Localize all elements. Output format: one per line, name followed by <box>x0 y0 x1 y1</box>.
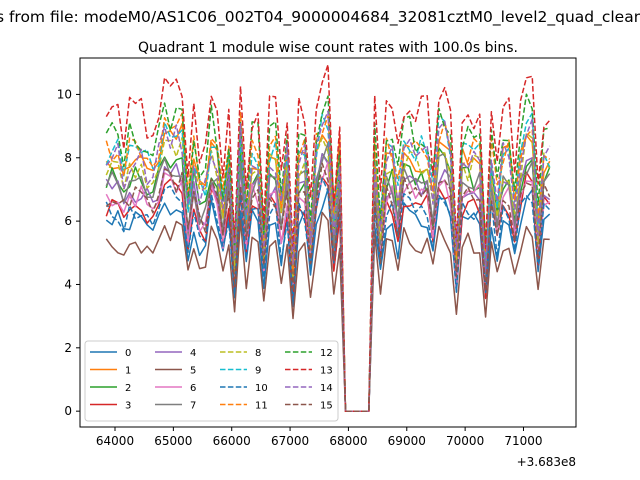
x-tick-label: 71000 <box>504 434 542 448</box>
legend-label-12: 12 <box>320 348 333 359</box>
series-line-10 <box>105 177 551 412</box>
chart-title: Quadrant 1 module wise count rates with … <box>138 40 518 56</box>
series-line-15 <box>105 162 551 412</box>
x-tick-label: 69000 <box>388 434 426 448</box>
series-line-14 <box>105 110 551 412</box>
x-tick-label: 70000 <box>446 434 484 448</box>
legend-label-7: 7 <box>190 401 196 412</box>
series-line-7 <box>105 142 551 412</box>
legend-label-13: 13 <box>320 366 333 377</box>
legend-label-9: 9 <box>255 366 261 377</box>
x-tick-label: 67000 <box>271 434 309 448</box>
y-tick-label: 8 <box>64 151 72 165</box>
legend-label-15: 15 <box>320 401 333 412</box>
x-tick-label: 66000 <box>213 434 251 448</box>
x-tick-label: 64000 <box>96 434 134 448</box>
y-tick-label: 0 <box>64 404 72 418</box>
legend-label-6: 6 <box>190 383 196 394</box>
x-offset-label: +3.683e8 <box>517 455 576 469</box>
figure-suptitle: Plots from file: modeM0/AS1C06_002T04_90… <box>0 8 640 27</box>
series-layer <box>105 63 551 412</box>
series-line-6 <box>105 161 551 412</box>
legend-label-3: 3 <box>125 401 131 412</box>
legend-label-14: 14 <box>320 383 333 394</box>
y-tick-label: 4 <box>64 277 72 291</box>
y-tick-label: 6 <box>64 214 72 228</box>
series-line-8 <box>105 132 551 412</box>
plot-frame <box>79 57 577 428</box>
series-line-11 <box>105 111 551 412</box>
x-tick-label: 65000 <box>154 434 192 448</box>
x-axis: 64000 65000 66000 67000 68000 69000 70000 71000 <box>96 427 543 448</box>
y-tick-label: 10 <box>57 87 72 101</box>
legend-label-10: 10 <box>255 383 268 394</box>
legend-label-8: 8 <box>255 348 261 359</box>
y-tick-label: 2 <box>64 341 72 355</box>
legend-label-1: 1 <box>125 366 131 377</box>
x-tick-label: 68000 <box>329 434 367 448</box>
legend-label-5: 5 <box>190 366 196 377</box>
y-axis: 0 2 4 6 8 10 <box>57 87 80 418</box>
legend-label-2: 2 <box>125 383 131 394</box>
legend-frame <box>84 340 339 422</box>
series-line-9 <box>105 112 551 412</box>
series-line-5 <box>105 211 550 412</box>
legend-label-0: 0 <box>125 348 131 359</box>
series-line-12 <box>105 93 550 412</box>
legend-label-11: 11 <box>255 401 268 412</box>
legend-label-4: 4 <box>190 348 196 359</box>
